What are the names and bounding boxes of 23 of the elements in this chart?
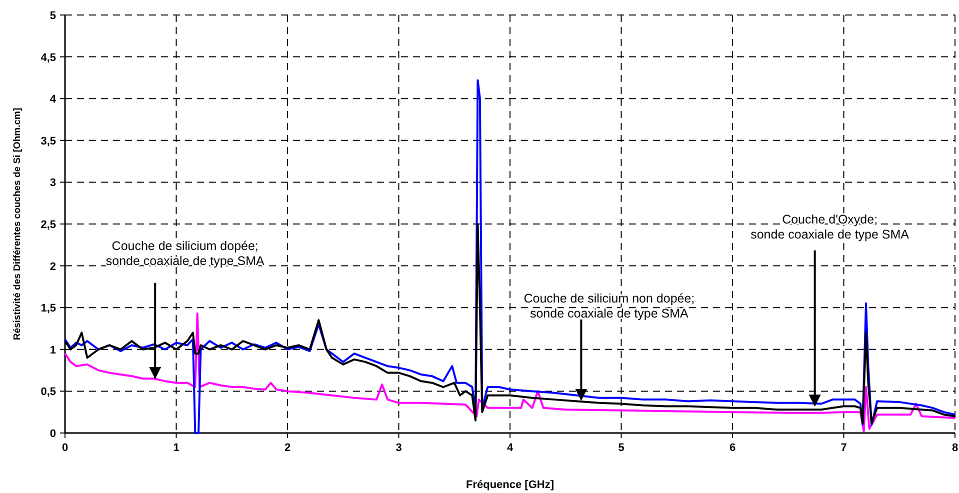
x-tick-label: 7 — [840, 442, 847, 454]
x-axis-title: Fréquence [GHz] — [466, 479, 554, 491]
x-tick-label: 0 — [62, 442, 68, 454]
y-tick-label: 5 — [50, 10, 56, 22]
y-axis-title: Résistivité des Différentes couches de Si [Ohm.cm] — [12, 108, 23, 340]
y-tick-label: 2,5 — [40, 219, 56, 231]
y-tick-label: 1,5 — [40, 302, 56, 315]
y-tick-label: 4 — [50, 94, 57, 106]
y-tick-label: 4,5 — [40, 52, 56, 64]
y-tick-label: 1 — [50, 344, 56, 356]
x-tick-label: 4 — [506, 442, 514, 454]
y-tick-label: 2 — [50, 260, 56, 273]
y-tick-label: 0 — [50, 428, 56, 440]
y-tick-label: 3,5 — [40, 135, 56, 148]
x-tick-label: 6 — [729, 442, 736, 454]
x-tick-label: 2 — [284, 442, 291, 454]
x-tick-label: 5 — [618, 442, 624, 454]
x-tick-label: 1 — [173, 442, 180, 454]
y-tick-label: 3 — [50, 177, 56, 190]
annotation: Couche de silicium non dopée; sonde coaxiale de type SMA — [524, 292, 695, 321]
x-tick-label: 8 — [952, 442, 958, 454]
y-tick-label: 0,5 — [40, 386, 56, 398]
x-tick-label: 3 — [396, 442, 402, 454]
